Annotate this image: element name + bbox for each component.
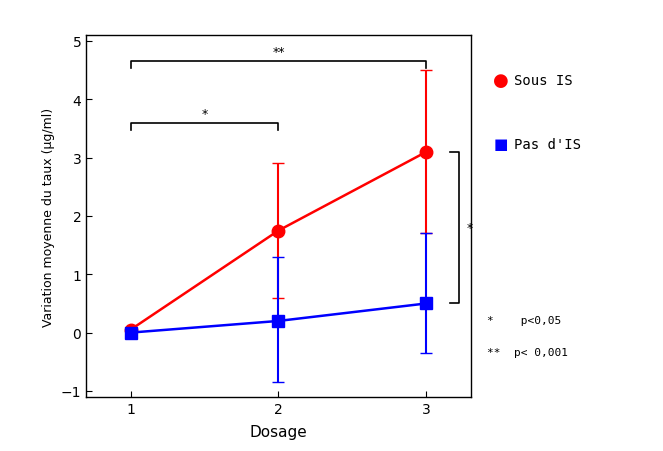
Text: ■: ■ <box>493 137 508 152</box>
Text: *: * <box>202 107 208 120</box>
X-axis label: Dosage: Dosage <box>249 424 308 439</box>
Text: **  p< 0,001: ** p< 0,001 <box>487 347 568 357</box>
Text: *    p<0,05: * p<0,05 <box>487 316 562 326</box>
Text: ●: ● <box>493 72 509 90</box>
Text: *: * <box>466 221 473 235</box>
Text: Pas d'IS: Pas d'IS <box>514 138 581 151</box>
Text: **: ** <box>272 46 284 60</box>
Text: Sous IS: Sous IS <box>514 74 572 88</box>
Y-axis label: Variation moyenne du taux (µg/ml): Variation moyenne du taux (µg/ml) <box>42 107 55 326</box>
